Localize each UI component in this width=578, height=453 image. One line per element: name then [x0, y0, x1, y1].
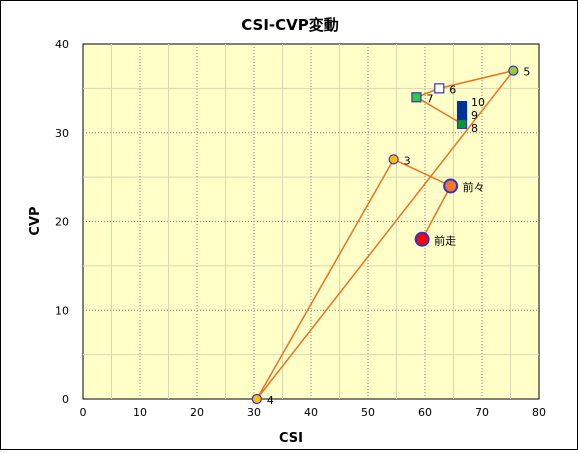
- point-label-8: 8: [471, 122, 478, 135]
- x-tick-labels: 0 10 20 30 40 50 60 70 80: [80, 406, 547, 419]
- point-label-7: 7: [426, 92, 433, 105]
- y-axis-label: CVP: [28, 206, 43, 235]
- data-point-6: [434, 83, 445, 94]
- x-tick-label: 50: [361, 406, 375, 419]
- y-tick-label: 20: [55, 216, 69, 229]
- point-label-4: 4: [267, 394, 274, 407]
- y-tick-labels: 0 10 20 30 40: [55, 38, 69, 406]
- x-tick-label: 10: [133, 406, 147, 419]
- point-label-3: 3: [404, 154, 411, 167]
- chart-title: CSI-CVP変動: [241, 16, 339, 34]
- point-label-前々: 前々: [463, 180, 485, 194]
- x-tick-label: 30: [247, 406, 261, 419]
- point-label-前走: 前走: [434, 233, 456, 247]
- data-point-前走: [414, 231, 430, 247]
- y-tick-label: 10: [55, 304, 69, 317]
- data-point-3: [388, 154, 399, 165]
- x-tick-label: 60: [418, 406, 432, 419]
- data-point-8: [456, 118, 468, 129]
- point-label-10: 10: [471, 96, 485, 109]
- x-tick-label: 20: [190, 406, 204, 419]
- data-point-9: [456, 109, 468, 121]
- x-axis-label: CSI: [279, 431, 303, 446]
- data-points: [251, 65, 519, 405]
- point-label-6: 6: [449, 83, 456, 96]
- grid: [83, 44, 539, 399]
- x-tick-label: 70: [475, 406, 489, 419]
- data-point-7: [411, 92, 422, 103]
- data-point-前々: [443, 178, 459, 194]
- point-label-5: 5: [523, 66, 530, 79]
- point-label-9: 9: [471, 109, 478, 122]
- x-tick-label: 0: [80, 406, 87, 419]
- x-tick-label: 80: [532, 406, 546, 419]
- x-tick-label: 40: [304, 406, 318, 419]
- data-point-5: [508, 65, 519, 76]
- y-tick-label: 40: [55, 38, 69, 51]
- data-point-10: [456, 101, 468, 112]
- data-point-4: [251, 393, 262, 405]
- y-tick-label: 0: [62, 393, 69, 406]
- y-tick-label: 30: [55, 127, 69, 140]
